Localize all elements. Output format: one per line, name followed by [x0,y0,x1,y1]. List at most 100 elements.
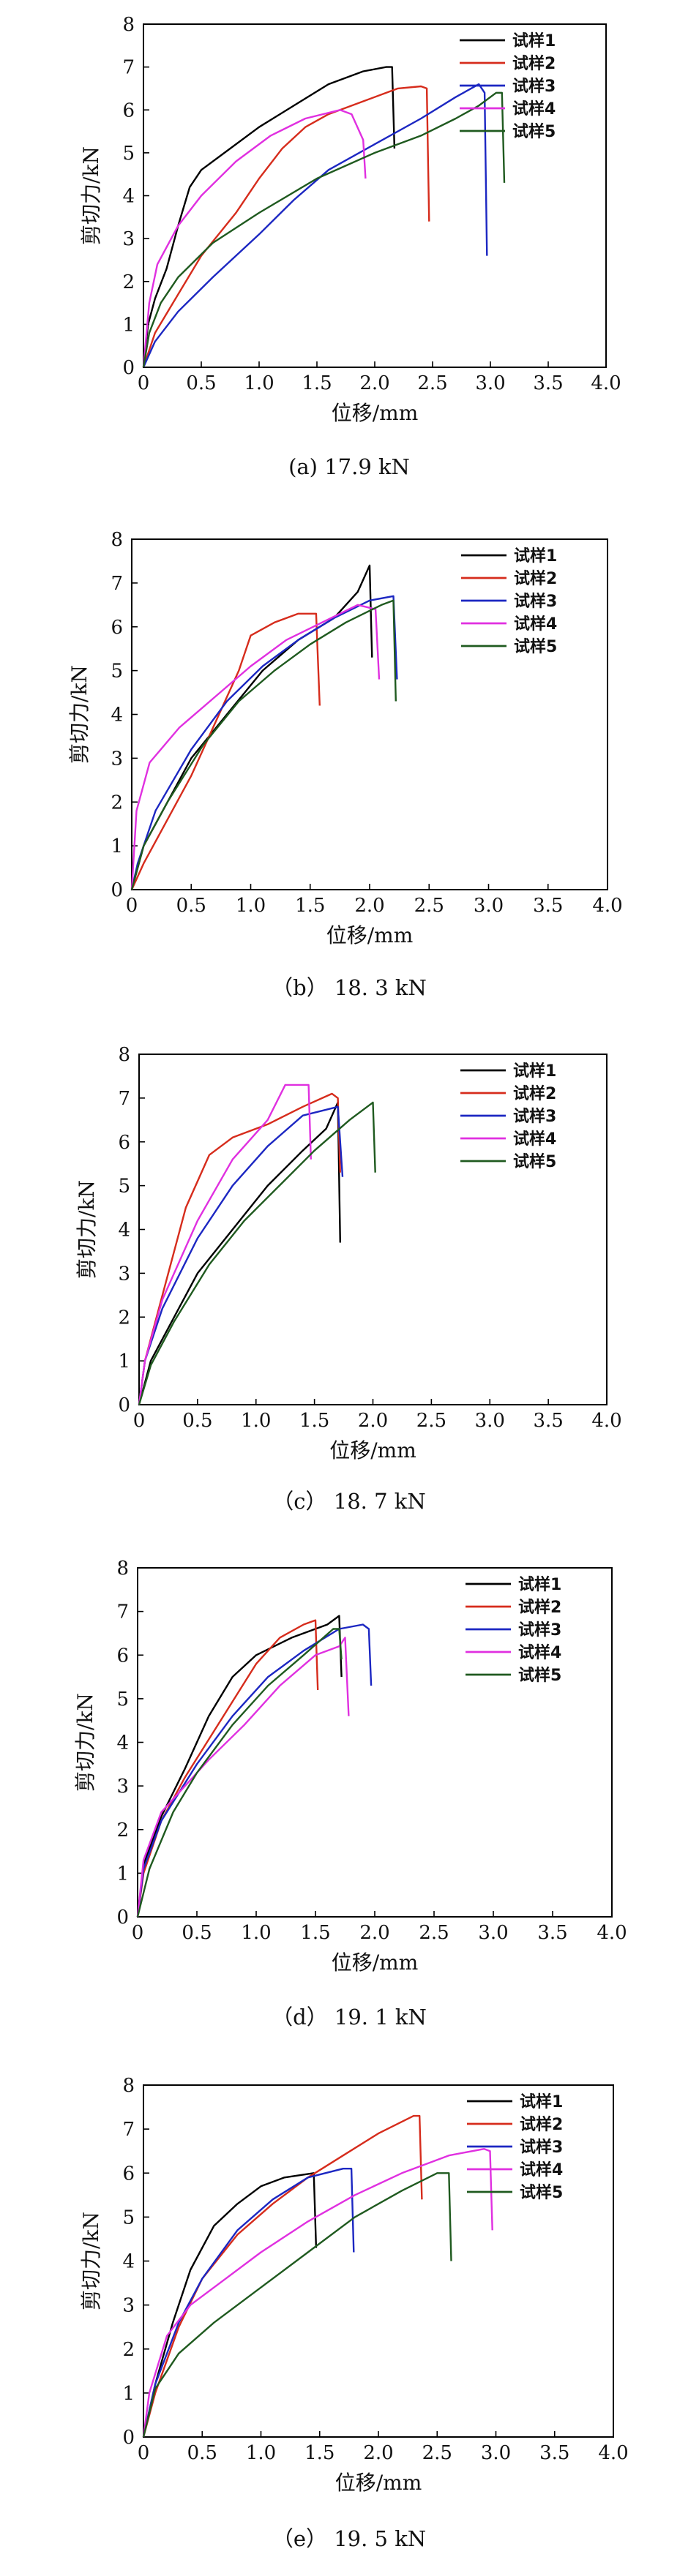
x-tick-label: 2.0 [363,2442,393,2464]
y-tick-label: 4 [116,1732,129,1754]
x-tick-label: 2.0 [359,372,389,394]
x-tick-label: 1.0 [236,895,266,917]
y-tick-label: 3 [122,2295,135,2317]
series-line-1 [136,1615,343,1918]
y-tick-label: 2 [118,1307,130,1329]
y-tick-label: 8 [116,1558,129,1580]
chart-panel-e: 0 0.5 1.0 1.5 2.0 2.5 3.0 3.5 4.0 0 1 2 3 4 5 6 7 8 位移/mm 剪… [79,2075,629,2551]
x-axis-label: 位移/mm [332,1950,419,1975]
x-tick-label: 3.5 [537,1922,567,1944]
y-tick-label: 0 [118,1394,130,1416]
y-tick-label: 4 [122,186,135,208]
y-tick-label: 6 [116,1645,129,1667]
series-line-4 [142,109,367,368]
series-line-5 [138,1101,376,1405]
x-tick-label: 1.5 [295,895,325,917]
x-tick-label: 2.5 [414,895,444,917]
x-tick-label: 0 [133,1410,146,1432]
x-axis-label: 位移/mm [335,2471,422,2495]
series-line-5 [142,2172,452,2438]
series-line-4 [138,1084,312,1405]
y-tick-label: 5 [122,2207,135,2228]
chart-panel-b: 0 0.5 1.0 1.5 2.0 2.5 3.0 3.5 4.0 0 1 2 3 4 5 6 7 8 位移/mm 剪… [67,529,623,1000]
legend-label-1: 试样1 [518,1575,561,1594]
y-tick-label: 0 [111,879,123,901]
series-line-1 [130,564,373,890]
y-tick-label: 1 [122,2383,135,2405]
x-tick-label: 0 [132,1922,144,1944]
legend-label-5: 试样5 [512,122,556,141]
plot-frame [143,23,607,368]
x-tick-label: 1.5 [304,2442,334,2464]
legend-label-5: 试样5 [518,1666,561,1685]
series-line-2 [142,2114,423,2438]
x-tick-label: 0.5 [186,372,216,394]
x-tick-label: 0.5 [182,1922,212,1944]
x-tick-label: 2.0 [354,895,384,917]
y-tick-label: 1 [111,835,123,857]
panel-caption: （d） 19. 1 kN [272,2005,427,2029]
legend-label-2: 试样2 [520,2115,563,2134]
y-tick-label: 1 [122,314,135,336]
y-tick-label: 1 [118,1351,130,1373]
legend-label-2: 试样2 [513,1084,556,1103]
legend-label-3: 试样3 [518,1621,561,1640]
legend-label-2: 试样2 [514,569,557,588]
x-tick-label: 4.0 [597,1922,627,1944]
series-line-2 [142,85,430,368]
y-tick-label: 7 [111,573,123,595]
legend-label-1: 试样1 [520,2092,563,2111]
legend-label-5: 试样5 [520,2183,563,2202]
y-tick-label: 5 [111,661,123,683]
series-line-3 [142,2168,355,2438]
y-tick-label: 8 [122,14,135,36]
y-tick-label: 7 [122,57,135,79]
y-tick-label: 4 [122,2251,135,2273]
y-tick-label: 5 [122,143,135,165]
y-tick-label: 6 [122,2163,135,2185]
y-tick-label: 0 [122,2427,135,2449]
series-line-1 [142,66,396,368]
panel-caption: （b） 18. 3 kN [272,975,427,1000]
series-line-5 [130,599,397,890]
series-line-5 [142,91,506,368]
x-axis-label: 位移/mm [332,401,419,425]
series-line-4 [130,604,381,890]
x-tick-label: 0.5 [182,1410,212,1432]
series-line-3 [136,1623,373,1918]
series-line-4 [142,2148,493,2438]
legend-label-2: 试样2 [518,1598,561,1617]
x-tick-label: 2.0 [359,1922,389,1944]
legend-label-5: 试样5 [514,637,557,656]
chart-panel-c: 0 0.5 1.0 1.5 2.0 2.5 3.0 3.5 4.0 0 1 2 3 4 5 6 7 8 位移/mm 剪… [75,1044,622,1514]
y-tick-label: 7 [116,1601,129,1623]
x-tick-label: 3.5 [539,2442,569,2464]
legend-label-4: 试样4 [513,1130,556,1149]
x-tick-label: 4.0 [591,1410,621,1432]
y-tick-label: 6 [118,1132,130,1154]
y-axis-label: 剪切力/kN [79,146,103,245]
series-line-3 [142,83,488,368]
x-tick-label: 1.0 [241,1922,271,1944]
y-tick-label: 2 [116,1820,129,1841]
x-tick-label: 3.5 [533,895,563,917]
chart-panel-a: 0 0.5 1.0 1.5 2.0 2.5 3.0 3.5 4.0 0 1 2 3 4 5 6 7 8 位移/mm 剪… [79,14,621,479]
x-tick-label: 2.0 [358,1410,388,1432]
x-tick-label: 3.0 [475,372,505,394]
x-tick-label: 3.0 [481,2442,511,2464]
plot-frame [137,1567,613,1918]
legend-label-4: 试样4 [518,1643,561,1662]
legend-label-4: 试样4 [512,99,556,119]
legend-label-1: 试样1 [513,1062,556,1081]
x-tick-label: 0 [138,2442,150,2464]
y-tick-label: 2 [122,271,135,293]
y-tick-label: 8 [111,529,123,551]
y-tick-label: 3 [116,1776,129,1798]
x-tick-label: 4.0 [591,372,621,394]
legend-label-4: 试样4 [514,615,557,634]
x-tick-label: 0.5 [187,2442,217,2464]
y-axis-label: 剪切力/kN [67,665,91,764]
panel-caption: （e） 19. 5 kN [272,2526,426,2551]
y-axis-label: 剪切力/kN [79,2212,103,2310]
